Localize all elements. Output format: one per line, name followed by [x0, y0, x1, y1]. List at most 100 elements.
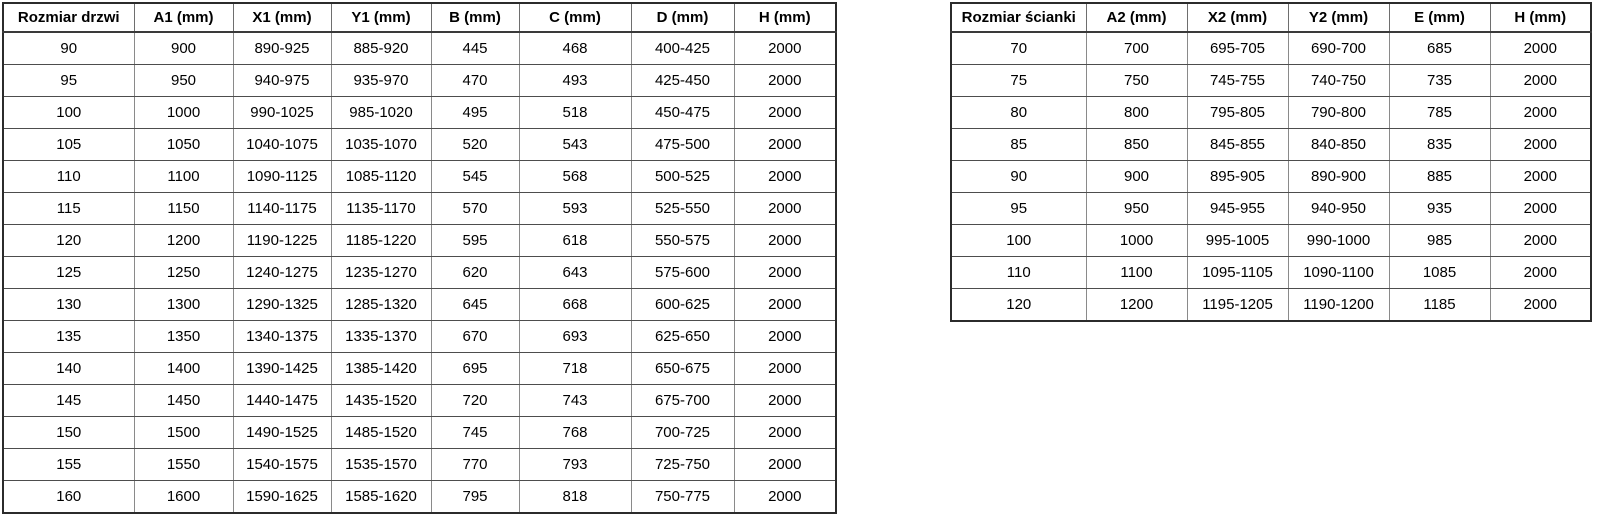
- table-row: 70 700 695-705 690-700 685 2000: [950, 31, 1592, 65]
- table-row: 135 1350 1340-1375 1335-1370 670 693 625-650 20…: [2, 320, 837, 353]
- table-cell: 1585-1620: [330, 480, 432, 514]
- table-cell: 940-950: [1287, 192, 1390, 225]
- table-cell: 570: [430, 192, 520, 225]
- table-cell: 135: [2, 320, 135, 353]
- table-cell: 2000: [733, 384, 837, 417]
- table-cell: 668: [518, 288, 632, 321]
- table-cell: 1385-1420: [330, 352, 432, 385]
- table-row: 80 800 795-805 790-800 785 2000: [950, 96, 1592, 129]
- table-row: 110 1100 1090-1125 1085-1120 545 568 500-525 20…: [2, 160, 837, 193]
- table-cell: 2000: [733, 160, 837, 193]
- table-cell: 1535-1570: [330, 448, 432, 481]
- table-cell: 950: [1085, 192, 1188, 225]
- table-cell: 120: [950, 288, 1087, 322]
- table-cell: 1135-1170: [330, 192, 432, 225]
- table-cell: 885-920: [330, 31, 432, 65]
- table-cell: 940-975: [232, 64, 332, 97]
- table-row: 90 900 890-925 885-920 445 468 400-425 2000: [2, 31, 837, 65]
- column-header: Y1 (mm): [330, 3, 432, 33]
- table-cell: 2000: [733, 192, 837, 225]
- table-cell: 545: [430, 160, 520, 193]
- table-cell: 750-775: [630, 480, 735, 514]
- table-cell: 745-755: [1186, 64, 1289, 97]
- table-cell: 795-805: [1186, 96, 1289, 129]
- table-cell: 1000: [1085, 224, 1188, 257]
- table-cell: 618: [518, 224, 632, 257]
- table-cell: 1290-1325: [232, 288, 332, 321]
- table-row: 105 1050 1040-1075 1035-1070 520 543 475-500 20…: [2, 128, 837, 161]
- table-cell: 840-850: [1287, 128, 1390, 161]
- table-cell: 1100: [1085, 256, 1188, 289]
- table-cell: 1000: [133, 96, 234, 129]
- table-cell: 130: [2, 288, 135, 321]
- table-cell: 2000: [733, 352, 837, 385]
- header-row: Rozmiar drzwi A1 (mm) X1 (mm) Y1 (mm) B (mm)…: [2, 3, 837, 33]
- table-cell: 140: [2, 352, 135, 385]
- table-row: 90 900 895-905 890-900 885 2000: [950, 160, 1592, 193]
- table-cell: 550-575: [630, 224, 735, 257]
- table-cell: 2000: [733, 31, 837, 65]
- table-cell: 995-1005: [1186, 224, 1289, 257]
- table-cell: 800: [1085, 96, 1188, 129]
- table-cell: 645: [430, 288, 520, 321]
- table-row: 100 1000 995-1005 990-1000 985 2000: [950, 224, 1592, 257]
- table-cell: 145: [2, 384, 135, 417]
- table-cell: 2000: [733, 480, 837, 514]
- table-cell: 700: [1085, 31, 1188, 65]
- table-row: 120 1200 1190-1225 1185-1220 595 618 550-575 20…: [2, 224, 837, 257]
- table-cell: 1400: [133, 352, 234, 385]
- table-cell: 155: [2, 448, 135, 481]
- table-cell: 1090-1125: [232, 160, 332, 193]
- table-cell: 700-725: [630, 416, 735, 449]
- table-cell: 500-525: [630, 160, 735, 193]
- table-cell: 1600: [133, 480, 234, 514]
- table-cell: 1435-1520: [330, 384, 432, 417]
- table-cell: 593: [518, 192, 632, 225]
- table-cell: 890-900: [1287, 160, 1390, 193]
- table-cell: 1490-1525: [232, 416, 332, 449]
- table-cell: 1195-1205: [1186, 288, 1289, 322]
- table-cell: 620: [430, 256, 520, 289]
- table-cell: 1340-1375: [232, 320, 332, 353]
- table-cell: 745: [430, 416, 520, 449]
- table-cell: 2000: [733, 256, 837, 289]
- table-cell: 1200: [1085, 288, 1188, 322]
- table-cell: 1035-1070: [330, 128, 432, 161]
- table-cell: 2000: [1489, 192, 1592, 225]
- table-cell: 695: [430, 352, 520, 385]
- table-cell: 495: [430, 96, 520, 129]
- column-header: C (mm): [518, 3, 632, 33]
- table-cell: 743: [518, 384, 632, 417]
- table-cell: 740-750: [1287, 64, 1390, 97]
- table-row: 110 1100 1095-1105 1090-1100 1085 2000: [950, 256, 1592, 289]
- table-cell: 100: [2, 96, 135, 129]
- table-cell: 1185-1220: [330, 224, 432, 257]
- table-cell: 793: [518, 448, 632, 481]
- table-cell: 568: [518, 160, 632, 193]
- table-cell: 770: [430, 448, 520, 481]
- table-cell: 850: [1085, 128, 1188, 161]
- table-cell: 525-550: [630, 192, 735, 225]
- table-cell: 990-1025: [232, 96, 332, 129]
- table-cell: 1350: [133, 320, 234, 353]
- table-cell: 115: [2, 192, 135, 225]
- table-cell: 1300: [133, 288, 234, 321]
- header-row: Rozmiar ścianki A2 (mm) X2 (mm) Y2 (mm) E (m…: [950, 3, 1592, 33]
- table-cell: 2000: [733, 224, 837, 257]
- table-cell: 1390-1425: [232, 352, 332, 385]
- table-cell: 1590-1625: [232, 480, 332, 514]
- table-cell: 670: [430, 320, 520, 353]
- column-header: H (mm): [733, 3, 837, 33]
- column-header: X2 (mm): [1186, 3, 1289, 33]
- table-cell: 720: [430, 384, 520, 417]
- table-cell: 110: [2, 160, 135, 193]
- table-cell: 790-800: [1287, 96, 1390, 129]
- table-cell: 785: [1388, 96, 1491, 129]
- table-cell: 2000: [1489, 224, 1592, 257]
- table-cell: 1235-1270: [330, 256, 432, 289]
- table-cell: 750: [1085, 64, 1188, 97]
- table-row: 145 1450 1440-1475 1435-1520 720 743 675-700 20…: [2, 384, 837, 417]
- table-cell: 468: [518, 31, 632, 65]
- table-cell: 2000: [1489, 31, 1592, 65]
- table-cell: 890-925: [232, 31, 332, 65]
